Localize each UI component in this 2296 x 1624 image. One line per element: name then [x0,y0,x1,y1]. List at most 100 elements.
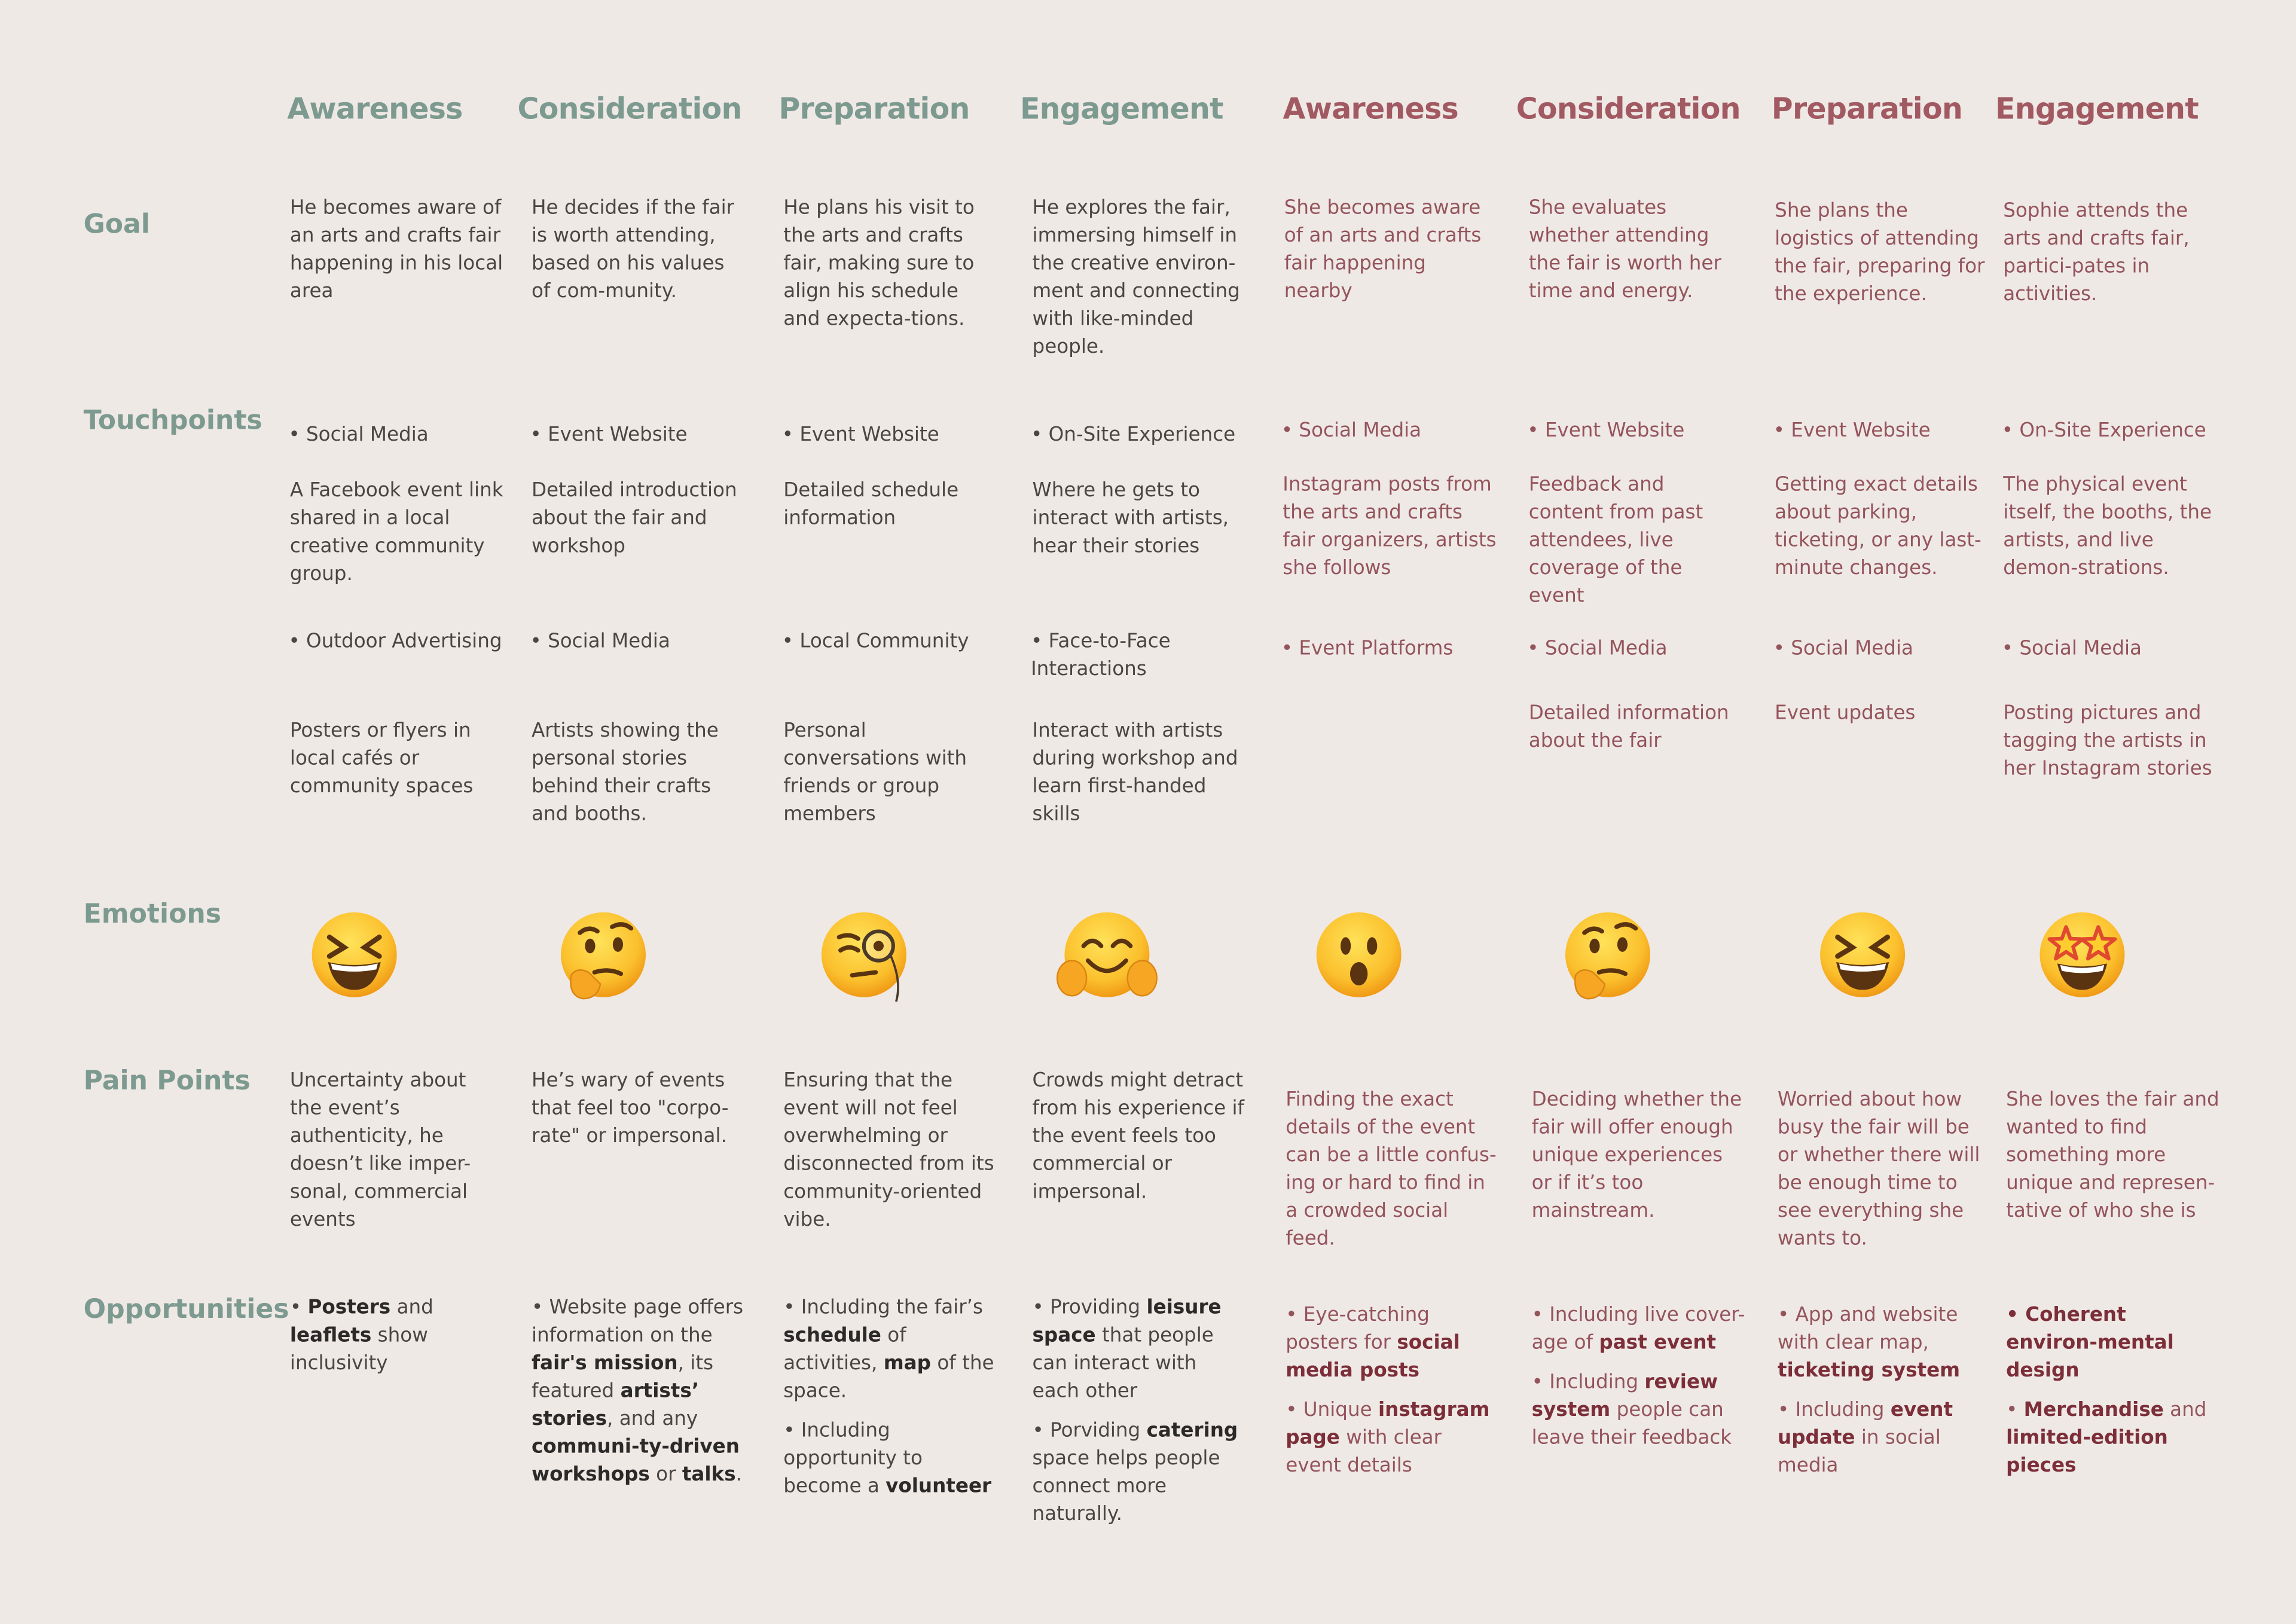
stage-header: Awareness [1283,90,1459,126]
touchpoint: • Social Media [288,425,429,447]
opportunities: • Including the fair’s schedule of activ… [783,1295,997,1513]
text-run: of the space. [783,1353,994,1403]
text-run: space helps people connect more naturall… [1032,1448,1220,1526]
touchpoint: • Event Platforms [1281,638,1454,661]
bold-run: Posters [307,1297,391,1320]
face-part [1367,937,1378,955]
stage-header: Consideration [1516,90,1741,126]
goal: She evaluates whether attending the fair… [1528,197,1721,303]
pain-point: Uncertainty about the event’s authentici… [289,1070,471,1232]
text-run: • App and website with clear map, [1778,1305,1958,1355]
touchpoint: • Event Website [1773,420,1931,442]
stage-header: Awareness [287,90,463,126]
pain-point: Ensuring that the event will not feel ov… [783,1070,994,1232]
bold-run: catering [1146,1420,1238,1443]
text-run: show inclusivity [289,1325,428,1375]
emoji [312,912,397,997]
opportunity: • Coherent environ-mental design [2006,1302,2220,1385]
bold-run: • Coherent environ-mental design [2006,1305,2174,1382]
pain-point: She loves the fair and wanted to find so… [2006,1089,2219,1223]
text-run: or [649,1464,682,1486]
stage-header: Preparation [778,90,970,126]
face-part [570,969,602,1000]
touchpoint-detail: Getting exact details about parking, tic… [1775,474,1981,580]
face-part [1574,969,1606,1000]
text-run: • Including [1531,1372,1645,1394]
text-run: • Porviding [1032,1420,1147,1443]
pain-point: Crowds might detract from his experience… [1032,1070,1245,1204]
touchpoint-detail: Interact with artists during workshop an… [1032,720,1238,826]
touchpoint-detail: The physical event itself, the booths, t… [2003,474,2212,580]
goal: He explores the fair, immersing himself … [1032,197,1240,359]
text-run: • Including [1778,1400,1891,1422]
text-run: , and any [607,1408,698,1431]
text-run: • Website page offers information on the [531,1297,744,1348]
touchpoint-detail: Posters or flyers in local cafés or comm… [289,720,474,798]
face-part [1081,938,1133,948]
emoji [2039,912,2125,997]
opportunities: • App and website with clear map, ticket… [1778,1302,1992,1492]
face-part [1839,963,1886,972]
face-part [1835,935,1857,959]
goal: Sophie attends the arts and crafts fair,… [2003,200,2190,306]
text-run: and [390,1297,433,1320]
text-run: , its featured [531,1353,714,1403]
face-part [1341,937,1351,955]
row-label: Goal [83,209,150,240]
emoji-star [2080,925,2117,961]
touchpoint-detail: Event updates [1775,703,1916,725]
stage-header: Engagement [1995,90,2199,126]
bold-run: review system [1531,1372,1718,1422]
text-run: people can leave their feedback [1531,1400,1732,1450]
text-run: • [289,1297,308,1320]
text-run: and [2163,1400,2207,1422]
opportunity: • Unique instagram page with clear event… [1286,1397,1500,1480]
text-run: • Including live cover-age of [1531,1305,1745,1355]
opportunity: • Including review system people can lea… [1532,1369,1746,1453]
text-run: • Unique [1286,1400,1378,1422]
face-part [578,922,634,935]
face-part [585,938,596,954]
bold-run: map [883,1353,931,1375]
goal: He plans his visit to the arts and craft… [783,197,975,331]
emoji-face [821,912,906,997]
emoji-hand [1056,960,1088,997]
bold-run: limited-edition pieces [2006,1427,2168,1478]
touchpoint: • Face-to-Face Interactions [1031,631,1171,681]
face-part [1085,958,1128,973]
bold-run: instagram page [1286,1400,1490,1450]
opportunities: • Including live cover-age of past event… [1532,1302,1746,1464]
opportunity: • Merchandise and limited-edition pieces [2006,1397,2220,1480]
opportunity: • Including event update in social media [1778,1397,1992,1480]
bold-run: event update [1778,1400,1953,1450]
bold-run: fair's mission [531,1353,678,1375]
opportunities: • Posters and leaflets show inclusivity [290,1295,504,1390]
touchpoint-detail: Feedback and content from past attendees… [1528,474,1703,608]
face-part [873,941,884,951]
face-part [850,970,878,978]
text-run: • [2006,1400,2024,1422]
row-label: Emotions [83,899,222,930]
face-part [1617,937,1628,952]
touchpoint: • Social Media [2001,638,2142,661]
face-part [331,963,378,972]
touchpoint: • Outdoor Advertising [288,631,502,654]
touchpoint-detail: A Facebook event link shared in a local … [289,480,503,586]
text-run: with clear event details [1286,1427,1442,1478]
touchpoint-detail: Detailed introduction about the fair and… [531,480,737,558]
opportunity: • Providing leisure space that people ca… [1033,1295,1247,1406]
emoji-hand [1126,960,1158,997]
opportunity: • App and website with clear map, ticket… [1778,1302,1992,1385]
pain-point: Deciding whether the fair will offer eno… [1531,1089,1742,1223]
bold-run: volunteer [886,1476,992,1498]
bold-run: past event [1599,1332,1717,1355]
touchpoint: • Social Media [530,631,670,654]
face-part [1582,922,1638,935]
touchpoint: • Social Media [1527,638,1668,661]
emoji [1565,912,1651,1000]
bold-run: Merchandise [2023,1400,2164,1422]
emoji [1820,912,1906,997]
bold-run: schedule [783,1325,881,1348]
pain-point: He’s wary of events that feel too "corpo… [531,1070,729,1149]
